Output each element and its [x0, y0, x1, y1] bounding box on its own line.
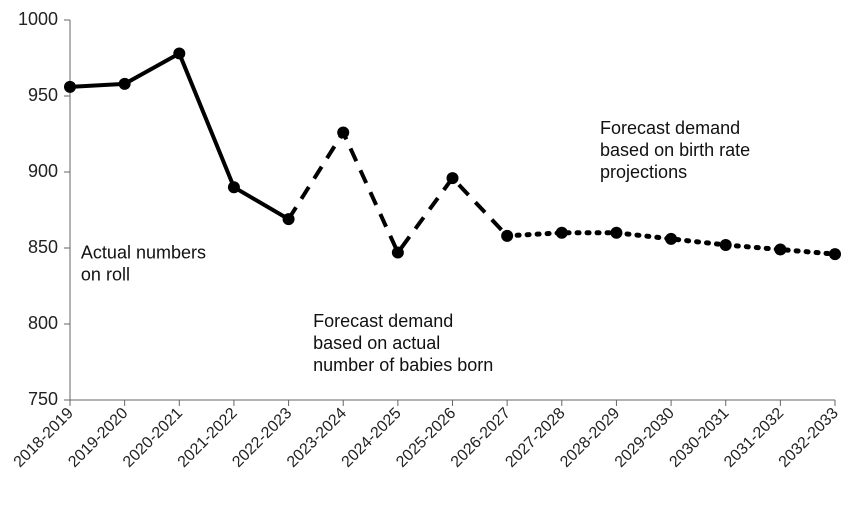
y-tick-label: 800: [28, 313, 58, 333]
data-point: [720, 239, 732, 251]
y-tick-label: 950: [28, 85, 58, 105]
data-point: [610, 227, 622, 239]
annotation-birthrate: projections: [600, 162, 687, 182]
data-point: [283, 213, 295, 225]
y-tick-label: 750: [28, 389, 58, 409]
demand-forecast-chart: 75080085090095010002018-20192019-2020202…: [0, 0, 850, 506]
y-tick-label: 900: [28, 161, 58, 181]
annotation-actual: Actual numbers: [81, 243, 206, 263]
data-point: [228, 181, 240, 193]
data-point: [556, 227, 568, 239]
data-point: [392, 247, 404, 259]
annotation-babies: number of babies born: [313, 355, 493, 375]
data-point: [501, 230, 513, 242]
data-point: [774, 244, 786, 256]
y-tick-label: 1000: [18, 9, 58, 29]
chart-svg: 75080085090095010002018-20192019-2020202…: [0, 0, 850, 506]
data-point: [337, 126, 349, 138]
data-point: [665, 233, 677, 245]
annotation-babies: based on actual: [313, 333, 440, 353]
data-point: [829, 248, 841, 260]
data-point: [119, 78, 131, 90]
annotation-birthrate: Forecast demand: [600, 118, 740, 138]
data-point: [173, 47, 185, 59]
annotation-birthrate: based on birth rate: [600, 140, 750, 160]
annotation-babies: Forecast demand: [313, 311, 453, 331]
annotation-actual: on roll: [81, 265, 130, 285]
data-point: [447, 172, 459, 184]
y-tick-label: 850: [28, 237, 58, 257]
data-point: [64, 81, 76, 93]
